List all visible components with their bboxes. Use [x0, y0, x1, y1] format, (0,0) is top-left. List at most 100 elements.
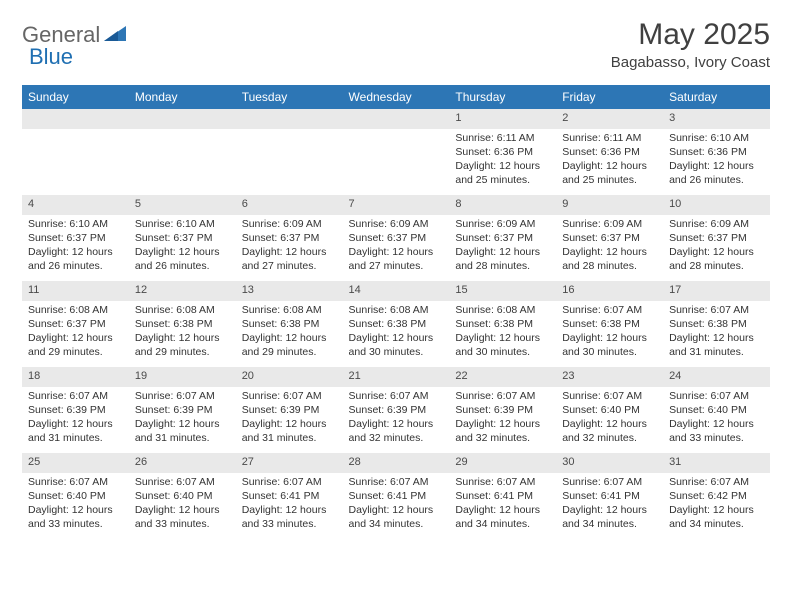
sunset-line: Sunset: 6:37 PM — [455, 231, 550, 245]
day-number-bar: 20 — [236, 367, 343, 387]
day-number-bar: 3 — [663, 109, 770, 129]
daylight-line: Daylight: 12 hours and 34 minutes. — [562, 503, 657, 531]
day-details: Sunrise: 6:10 AMSunset: 6:37 PMDaylight:… — [129, 215, 236, 278]
sunrise-line: Sunrise: 6:07 AM — [349, 475, 444, 489]
sunrise-line: Sunrise: 6:07 AM — [135, 389, 230, 403]
calendar-cell — [22, 109, 129, 195]
daylight-line: Daylight: 12 hours and 30 minutes. — [455, 331, 550, 359]
calendar-cell: 28Sunrise: 6:07 AMSunset: 6:41 PMDayligh… — [343, 453, 450, 539]
sunset-line: Sunset: 6:38 PM — [349, 317, 444, 331]
calendar-cell: 24Sunrise: 6:07 AMSunset: 6:40 PMDayligh… — [663, 367, 770, 453]
day-details: Sunrise: 6:08 AMSunset: 6:38 PMDaylight:… — [129, 301, 236, 364]
day-details: Sunrise: 6:08 AMSunset: 6:38 PMDaylight:… — [236, 301, 343, 364]
day-details: Sunrise: 6:07 AMSunset: 6:40 PMDaylight:… — [663, 387, 770, 450]
day-number-bar: 26 — [129, 453, 236, 473]
daylight-line: Daylight: 12 hours and 25 minutes. — [455, 159, 550, 187]
calendar-cell: 15Sunrise: 6:08 AMSunset: 6:38 PMDayligh… — [449, 281, 556, 367]
daylight-line: Daylight: 12 hours and 33 minutes. — [28, 503, 123, 531]
calendar-week-row: 25Sunrise: 6:07 AMSunset: 6:40 PMDayligh… — [22, 453, 770, 539]
day-number-bar: 10 — [663, 195, 770, 215]
col-wednesday: Wednesday — [343, 86, 450, 109]
day-details: Sunrise: 6:10 AMSunset: 6:36 PMDaylight:… — [663, 129, 770, 192]
calendar-cell: 22Sunrise: 6:07 AMSunset: 6:39 PMDayligh… — [449, 367, 556, 453]
day-details: Sunrise: 6:07 AMSunset: 6:41 PMDaylight:… — [236, 473, 343, 536]
day-number-bar: 31 — [663, 453, 770, 473]
calendar-cell: 20 Sunrise: 6:07 AMSunset: 6:39 PMDayligh… — [236, 367, 343, 453]
calendar-cell: 17Sunrise: 6:07 AMSunset: 6:38 PMDayligh… — [663, 281, 770, 367]
sunrise-line: Sunrise: 6:07 AM — [562, 303, 657, 317]
daylight-line: Daylight: 12 hours and 31 minutes. — [242, 417, 337, 445]
calendar-cell: 27Sunrise: 6:07 AMSunset: 6:41 PMDayligh… — [236, 453, 343, 539]
sunset-line: Sunset: 6:37 PM — [349, 231, 444, 245]
sunrise-line: Sunrise: 6:07 AM — [242, 389, 337, 403]
day-number-bar: 11 — [22, 281, 129, 301]
sunset-line: Sunset: 6:42 PM — [669, 489, 764, 503]
day-number-bar: 1 — [449, 109, 556, 129]
sunset-line: Sunset: 6:39 PM — [135, 403, 230, 417]
day-number-bar: 16 — [556, 281, 663, 301]
sunrise-line: Sunrise: 6:11 AM — [562, 131, 657, 145]
sunrise-line: Sunrise: 6:11 AM — [455, 131, 550, 145]
sunrise-line: Sunrise: 6:07 AM — [669, 475, 764, 489]
sunset-line: Sunset: 6:37 PM — [135, 231, 230, 245]
sunrise-line: Sunrise: 6:07 AM — [562, 475, 657, 489]
day-details: Sunrise: 6:11 AMSunset: 6:36 PMDaylight:… — [449, 129, 556, 192]
brand-word-2: Blue — [29, 44, 73, 70]
daylight-line: Daylight: 12 hours and 30 minutes. — [349, 331, 444, 359]
day-number-bar: 12 — [129, 281, 236, 301]
calendar-week-row: 4Sunrise: 6:10 AMSunset: 6:37 PMDaylight… — [22, 195, 770, 281]
sunrise-line: Sunrise: 6:09 AM — [562, 217, 657, 231]
day-details: Sunrise: 6:07 AMSunset: 6:39 PMDaylight:… — [343, 387, 450, 450]
col-friday: Friday — [556, 86, 663, 109]
header: General May 2025 Bagabasso, Ivory Coast — [22, 18, 770, 71]
sunset-line: Sunset: 6:36 PM — [669, 145, 764, 159]
sunset-line: Sunset: 6:41 PM — [562, 489, 657, 503]
sunrise-line: Sunrise: 6:07 AM — [349, 389, 444, 403]
day-number-bar: 23 — [556, 367, 663, 387]
day-details: Sunrise: 6:07 AMSunset: 6:39 PMDaylight:… — [129, 387, 236, 450]
day-number-bar — [343, 109, 450, 129]
day-number-bar: 13 — [236, 281, 343, 301]
sunset-line: Sunset: 6:38 PM — [135, 317, 230, 331]
day-details: Sunrise: 6:07 AMSunset: 6:39 PMDaylight:… — [22, 387, 129, 450]
col-saturday: Saturday — [663, 86, 770, 109]
daylight-line: Daylight: 12 hours and 28 minutes. — [669, 245, 764, 273]
day-number-bar: 24 — [663, 367, 770, 387]
day-details: Sunrise: 6:07 AMSunset: 6:38 PMDaylight:… — [556, 301, 663, 364]
sunset-line: Sunset: 6:37 PM — [562, 231, 657, 245]
calendar-cell: 21Sunrise: 6:07 AMSunset: 6:39 PMDayligh… — [343, 367, 450, 453]
daylight-line: Daylight: 12 hours and 34 minutes. — [349, 503, 444, 531]
calendar-cell: 16Sunrise: 6:07 AMSunset: 6:38 PMDayligh… — [556, 281, 663, 367]
calendar-cell: 1Sunrise: 6:11 AMSunset: 6:36 PMDaylight… — [449, 109, 556, 195]
sunset-line: Sunset: 6:41 PM — [242, 489, 337, 503]
sunrise-line: Sunrise: 6:07 AM — [135, 475, 230, 489]
sunset-line: Sunset: 6:39 PM — [242, 403, 337, 417]
day-details: Sunrise: 6:09 AMSunset: 6:37 PMDaylight:… — [343, 215, 450, 278]
sunset-line: Sunset: 6:37 PM — [28, 231, 123, 245]
sunrise-line: Sunrise: 6:08 AM — [135, 303, 230, 317]
sunrise-line: Sunrise: 6:07 AM — [28, 475, 123, 489]
day-details: Sunrise: 6:07 AMSunset: 6:41 PMDaylight:… — [449, 473, 556, 536]
sunset-line: Sunset: 6:41 PM — [455, 489, 550, 503]
day-number-bar: 19 — [129, 367, 236, 387]
sunrise-line: Sunrise: 6:09 AM — [242, 217, 337, 231]
daylight-line: Daylight: 12 hours and 33 minutes. — [669, 417, 764, 445]
sunset-line: Sunset: 6:38 PM — [562, 317, 657, 331]
sunset-line: Sunset: 6:40 PM — [669, 403, 764, 417]
calendar-cell: 29Sunrise: 6:07 AMSunset: 6:41 PMDayligh… — [449, 453, 556, 539]
calendar-cell — [343, 109, 450, 195]
sunrise-line: Sunrise: 6:10 AM — [28, 217, 123, 231]
calendar-table: Sunday Monday Tuesday Wednesday Thursday… — [22, 86, 770, 539]
sunrise-line: Sunrise: 6:08 AM — [455, 303, 550, 317]
calendar-cell: 19Sunrise: 6:07 AMSunset: 6:39 PMDayligh… — [129, 367, 236, 453]
calendar-cell: 11Sunrise: 6:08 AMSunset: 6:37 PMDayligh… — [22, 281, 129, 367]
sunset-line: Sunset: 6:37 PM — [242, 231, 337, 245]
daylight-line: Daylight: 12 hours and 25 minutes. — [562, 159, 657, 187]
day-number-bar: 18 — [22, 367, 129, 387]
brand-triangle-icon — [104, 21, 126, 47]
daylight-line: Daylight: 12 hours and 27 minutes. — [349, 245, 444, 273]
sunrise-line: Sunrise: 6:09 AM — [349, 217, 444, 231]
sunset-line: Sunset: 6:40 PM — [28, 489, 123, 503]
day-details: Sunrise: 6:10 AMSunset: 6:37 PMDaylight:… — [22, 215, 129, 278]
sunrise-line: Sunrise: 6:07 AM — [455, 475, 550, 489]
